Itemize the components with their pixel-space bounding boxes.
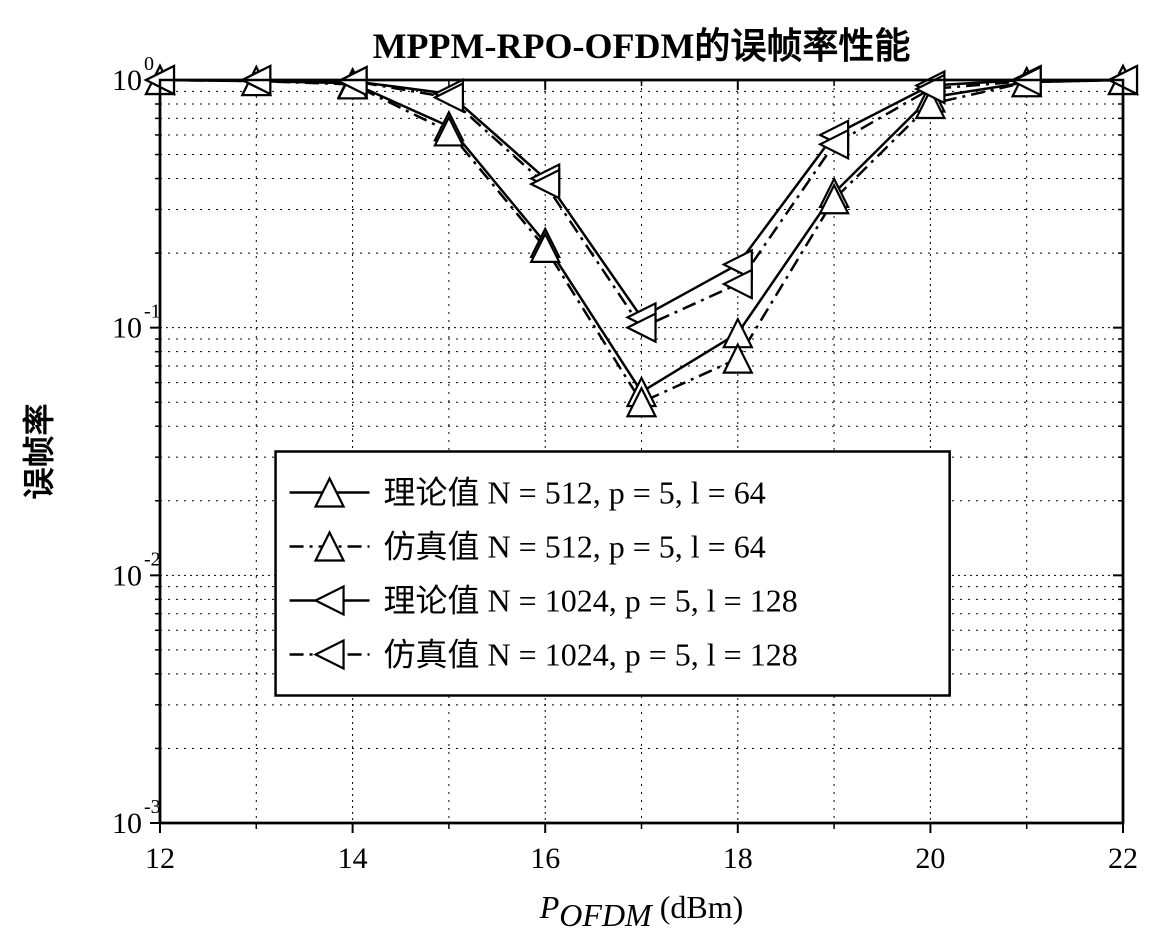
x-tick-label: 20 — [915, 842, 945, 875]
y-tick-label: 10 — [112, 312, 142, 345]
x-tick-label: 16 — [530, 842, 560, 875]
chart-svg: 12141618202210-310-210-1100MPPM-RPO-OFDM… — [0, 0, 1153, 943]
y-tick-exp: 0 — [144, 53, 154, 75]
y-tick-exp: -3 — [144, 796, 161, 818]
y-tick-label: 10 — [112, 64, 142, 97]
y-tick-label: 10 — [112, 559, 142, 592]
y-tick-exp: -1 — [144, 301, 161, 323]
x-tick-label: 14 — [338, 842, 368, 875]
y-axis-label: 误帧率 — [21, 403, 57, 499]
y-tick-exp: -2 — [144, 548, 161, 570]
legend-label: 仿真值 N = 512, p = 5, l = 64 — [384, 529, 766, 565]
x-tick-label: 22 — [1108, 842, 1138, 875]
legend-label: 理论值 N = 1024, p = 5, l = 128 — [384, 583, 798, 619]
legend-label: 理论值 N = 512, p = 5, l = 64 — [384, 475, 766, 511]
chart-title: MPPM-RPO-OFDM的误帧率性能 — [373, 26, 911, 66]
legend: 理论值 N = 512, p = 5, l = 64 仿真值 N = 512, p… — [276, 452, 950, 696]
legend-label: 仿真值 N = 1024, p = 5, l = 128 — [384, 637, 798, 673]
x-tick-label: 18 — [723, 842, 753, 875]
x-tick-label: 12 — [145, 842, 175, 875]
y-tick-label: 10 — [112, 807, 142, 840]
chart-container: 12141618202210-310-210-1100MPPM-RPO-OFDM… — [0, 0, 1153, 943]
